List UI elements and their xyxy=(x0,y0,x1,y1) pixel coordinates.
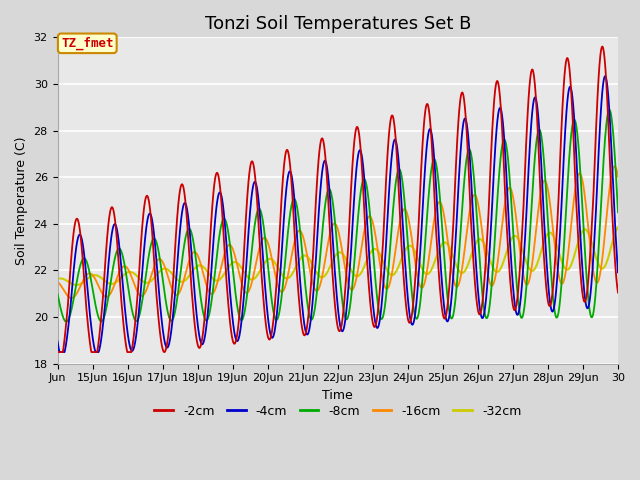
Title: Tonzi Soil Temperatures Set B: Tonzi Soil Temperatures Set B xyxy=(205,15,471,33)
Legend: -2cm, -4cm, -8cm, -16cm, -32cm: -2cm, -4cm, -8cm, -16cm, -32cm xyxy=(149,400,526,423)
X-axis label: Time: Time xyxy=(323,389,353,402)
Text: TZ_fmet: TZ_fmet xyxy=(61,36,113,50)
Y-axis label: Soil Temperature (C): Soil Temperature (C) xyxy=(15,136,28,265)
